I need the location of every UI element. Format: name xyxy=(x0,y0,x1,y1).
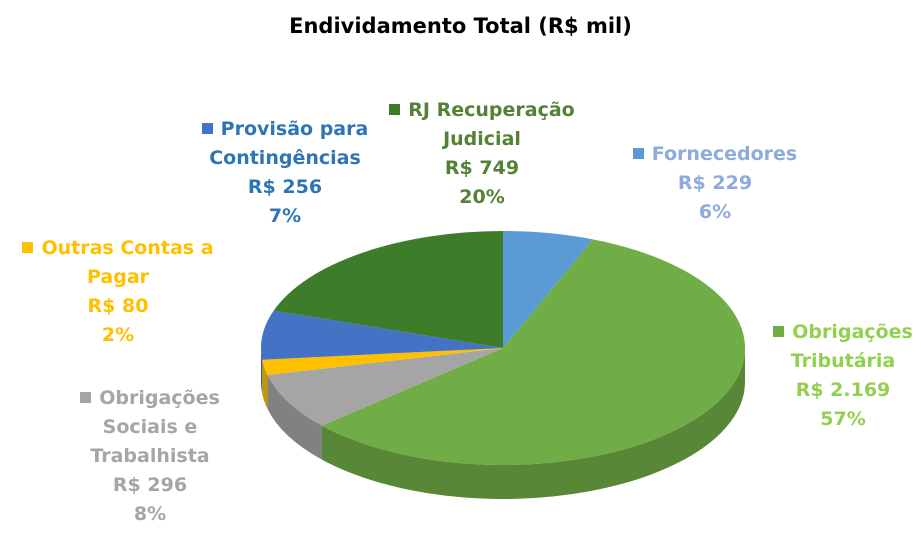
data-label: Obrigações Tributária R$ 2.169 57% xyxy=(768,318,918,434)
percent-label: 2% xyxy=(101,324,135,346)
slice xyxy=(503,231,593,348)
percent-label: 20% xyxy=(459,186,505,208)
category-label: Fornecedores xyxy=(615,140,815,169)
slice xyxy=(273,230,503,348)
data-label: RJ Recuperação Judicial R$ 749 20% xyxy=(377,96,587,212)
value-label: R$ 749 xyxy=(444,157,520,179)
slice-side xyxy=(262,359,268,410)
category-label: Provisão para Contingências xyxy=(190,115,380,173)
category-name: Obrigações Sociais e Trabalhista xyxy=(90,387,220,467)
legend-marker xyxy=(201,123,213,134)
data-label: Provisão para Contingências R$ 256 7% xyxy=(190,115,380,231)
legend-marker xyxy=(22,242,34,253)
category-label: Obrigações Tributária xyxy=(768,318,918,376)
slice-side xyxy=(261,348,263,394)
value-label: R$ 2.169 xyxy=(795,379,891,401)
category-name: Fornecedores xyxy=(651,143,798,165)
slice xyxy=(260,310,503,360)
category-name: Obrigações Tributária xyxy=(790,321,913,372)
value-label: R$ 296 xyxy=(112,474,188,496)
data-label: Outras Contas a Pagar R$ 80 2% xyxy=(8,234,228,350)
legend-marker xyxy=(773,326,785,337)
value-label: R$ 229 xyxy=(677,172,753,194)
category-name: Outras Contas a Pagar xyxy=(41,237,214,288)
value-label: R$ 256 xyxy=(247,176,323,198)
legend-marker xyxy=(632,148,644,159)
percent-label: 6% xyxy=(698,201,732,223)
category-label: Outras Contas a Pagar xyxy=(8,234,228,292)
chart-title: Endividamento Total (R$ mil) xyxy=(289,14,632,38)
slice xyxy=(267,348,503,426)
category-label: Obrigações Sociais e Trabalhista xyxy=(65,384,235,471)
slice-side xyxy=(321,348,745,499)
data-label: Obrigações Sociais e Trabalhista R$ 296 8% xyxy=(65,384,235,529)
slice-side xyxy=(267,375,322,460)
legend-marker xyxy=(80,392,92,403)
slice xyxy=(262,348,503,376)
category-label: RJ Recuperação Judicial xyxy=(377,96,587,154)
category-name: Provisão para Contingências xyxy=(209,118,369,169)
percent-label: 7% xyxy=(268,205,302,227)
value-label: R$ 80 xyxy=(87,295,149,317)
slice xyxy=(321,239,745,465)
percent-label: 57% xyxy=(820,408,866,430)
data-label: Fornecedores R$ 229 6% xyxy=(615,140,815,227)
category-name: RJ Recuperação Judicial xyxy=(408,99,575,150)
legend-marker xyxy=(389,104,401,115)
percent-label: 8% xyxy=(133,503,167,525)
